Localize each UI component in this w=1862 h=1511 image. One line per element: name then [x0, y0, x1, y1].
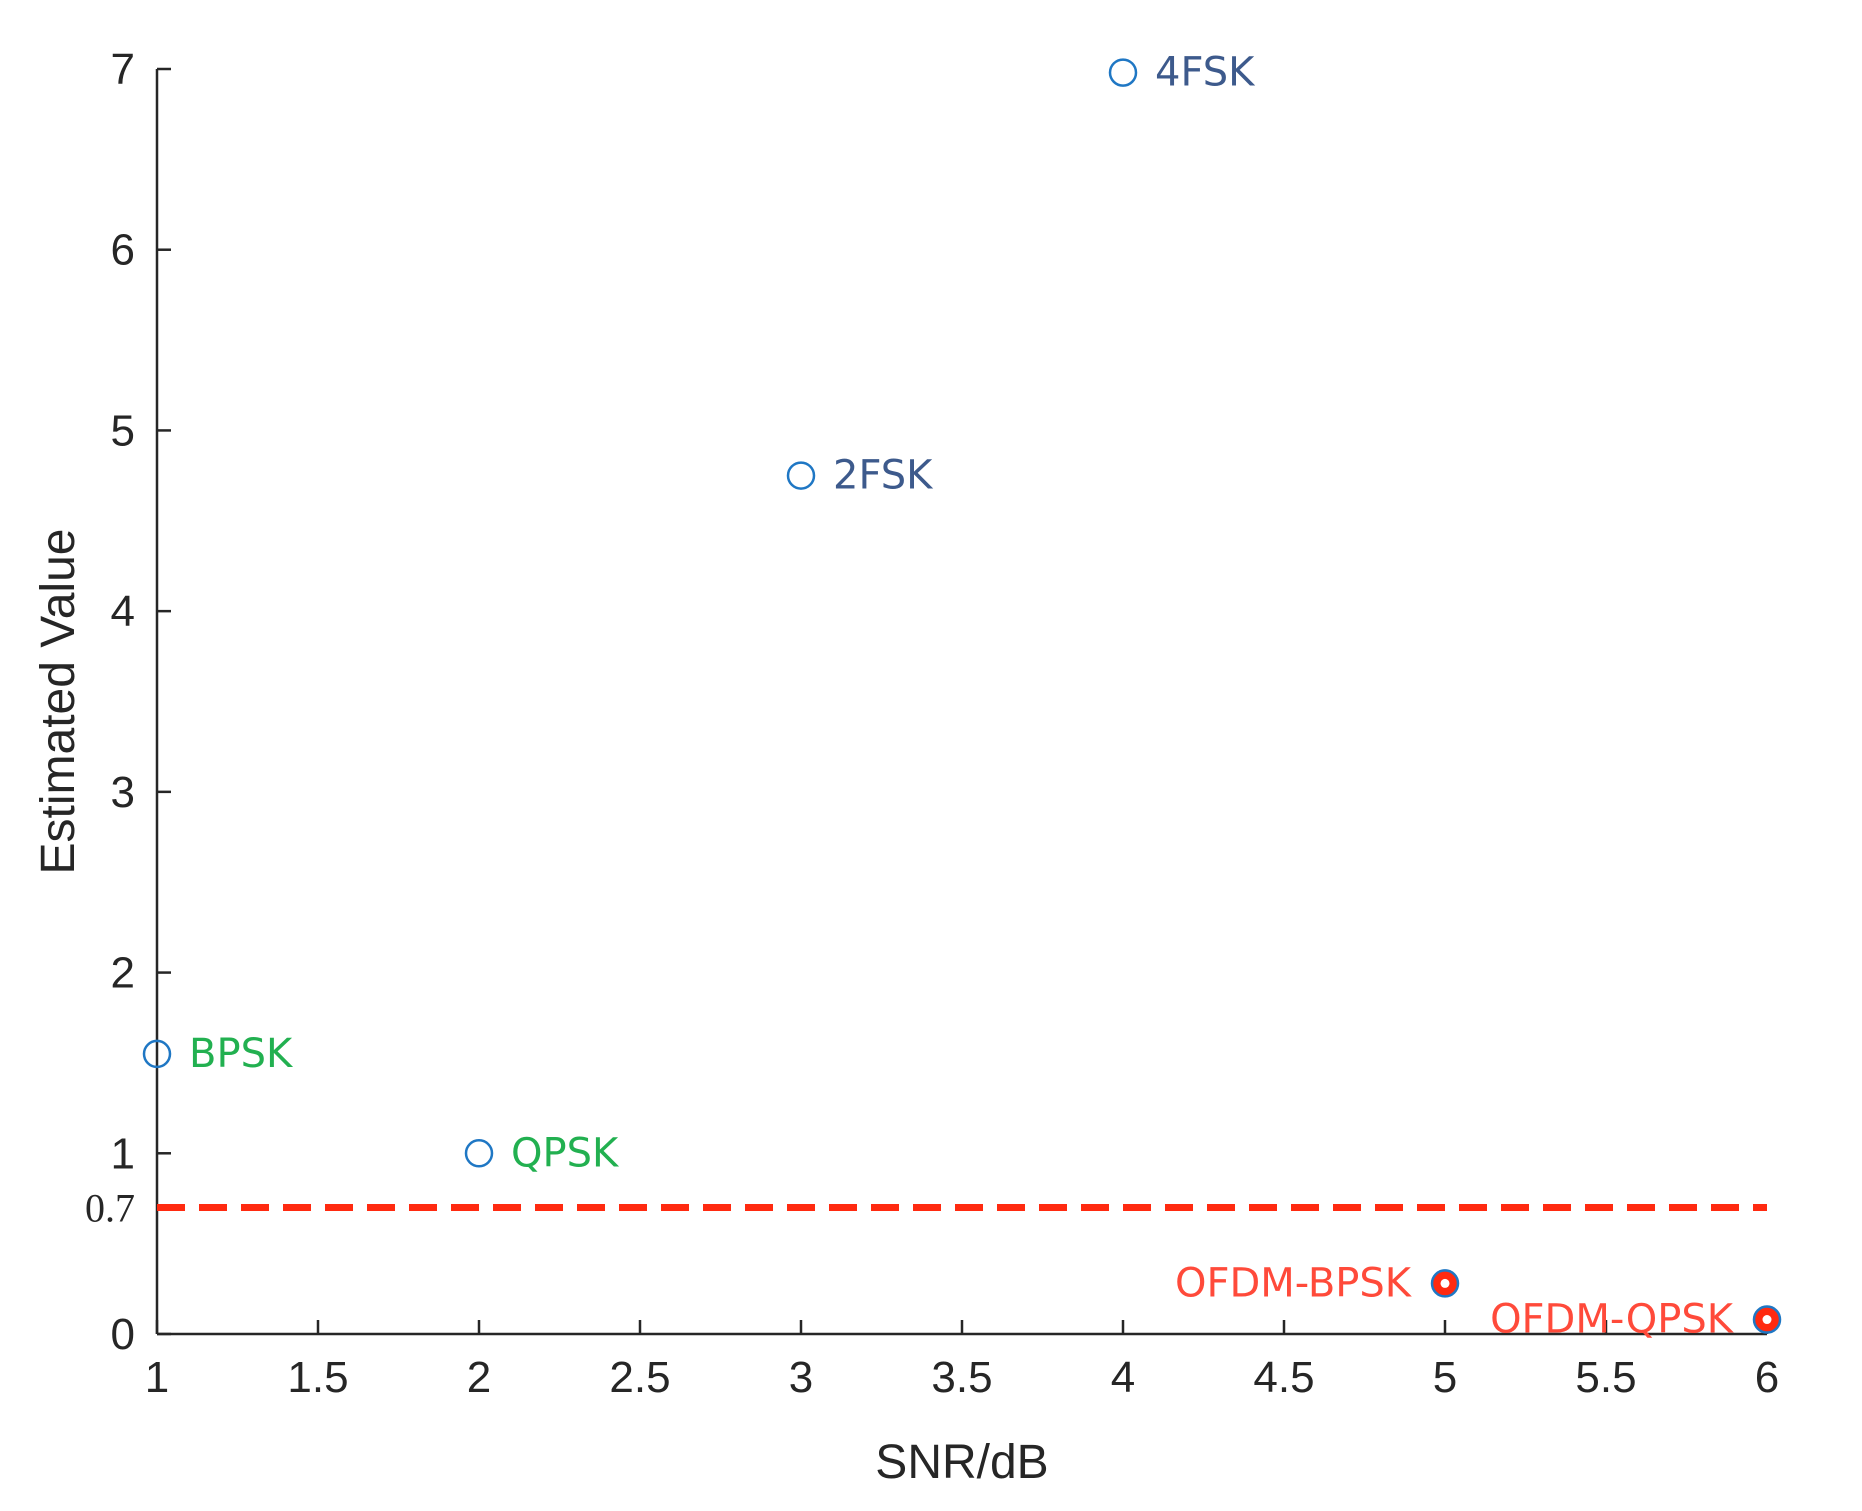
data-point-marker [464, 1139, 494, 1168]
data-point-marker-center [1440, 1278, 1450, 1288]
y-tick-label: 3 [111, 768, 135, 817]
y-tick-label: 1 [111, 1129, 135, 1178]
x-tick-label: 5.5 [1575, 1353, 1636, 1402]
data-points: BPSK QPSK 2FSK 4FSK OFDM-BPSK OFDM-QPSK [142, 50, 1782, 1343]
data-point-marker-center [1762, 1315, 1772, 1325]
x-tick-label: 5 [1433, 1353, 1457, 1402]
data-point-label: BPSK [189, 1031, 294, 1077]
y-tick-label: 2 [111, 949, 135, 998]
x-tick-label: 4 [1111, 1353, 1135, 1402]
x-tick-label: 3 [789, 1353, 813, 1402]
data-point-label: 2FSK [833, 453, 934, 499]
y-tick-label: 6 [111, 226, 135, 275]
y-axis-title: Estimated Value [32, 529, 85, 875]
y-tick-label: 0 [111, 1310, 135, 1359]
x-tick-label: 6 [1755, 1353, 1779, 1402]
x-tick-label: 3.5 [931, 1353, 992, 1402]
y-tick-label: 5 [111, 406, 135, 455]
x-axis-title: SNR/dB [875, 1436, 1048, 1489]
x-tick-label: 2 [467, 1353, 491, 1402]
data-point-marker [786, 461, 816, 490]
data-point-label: OFDM-BPSK [1175, 1260, 1413, 1306]
data-point-label: 4FSK [1155, 50, 1256, 96]
y-tick-label: 7 [111, 45, 135, 94]
x-tick-label: 4.5 [1253, 1353, 1314, 1402]
data-point-marker [1108, 58, 1138, 87]
data-point-label: OFDM-QPSK [1490, 1297, 1735, 1343]
y-tick-label: 4 [111, 587, 135, 636]
data-point-marker [142, 1039, 172, 1069]
data-point-label: QPSK [511, 1130, 620, 1176]
x-tick-label: 1 [145, 1353, 169, 1402]
x-tick-label: 1.5 [287, 1353, 348, 1402]
threshold-label: 0.7 [85, 1186, 135, 1231]
x-tick-label: 2.5 [609, 1353, 670, 1402]
